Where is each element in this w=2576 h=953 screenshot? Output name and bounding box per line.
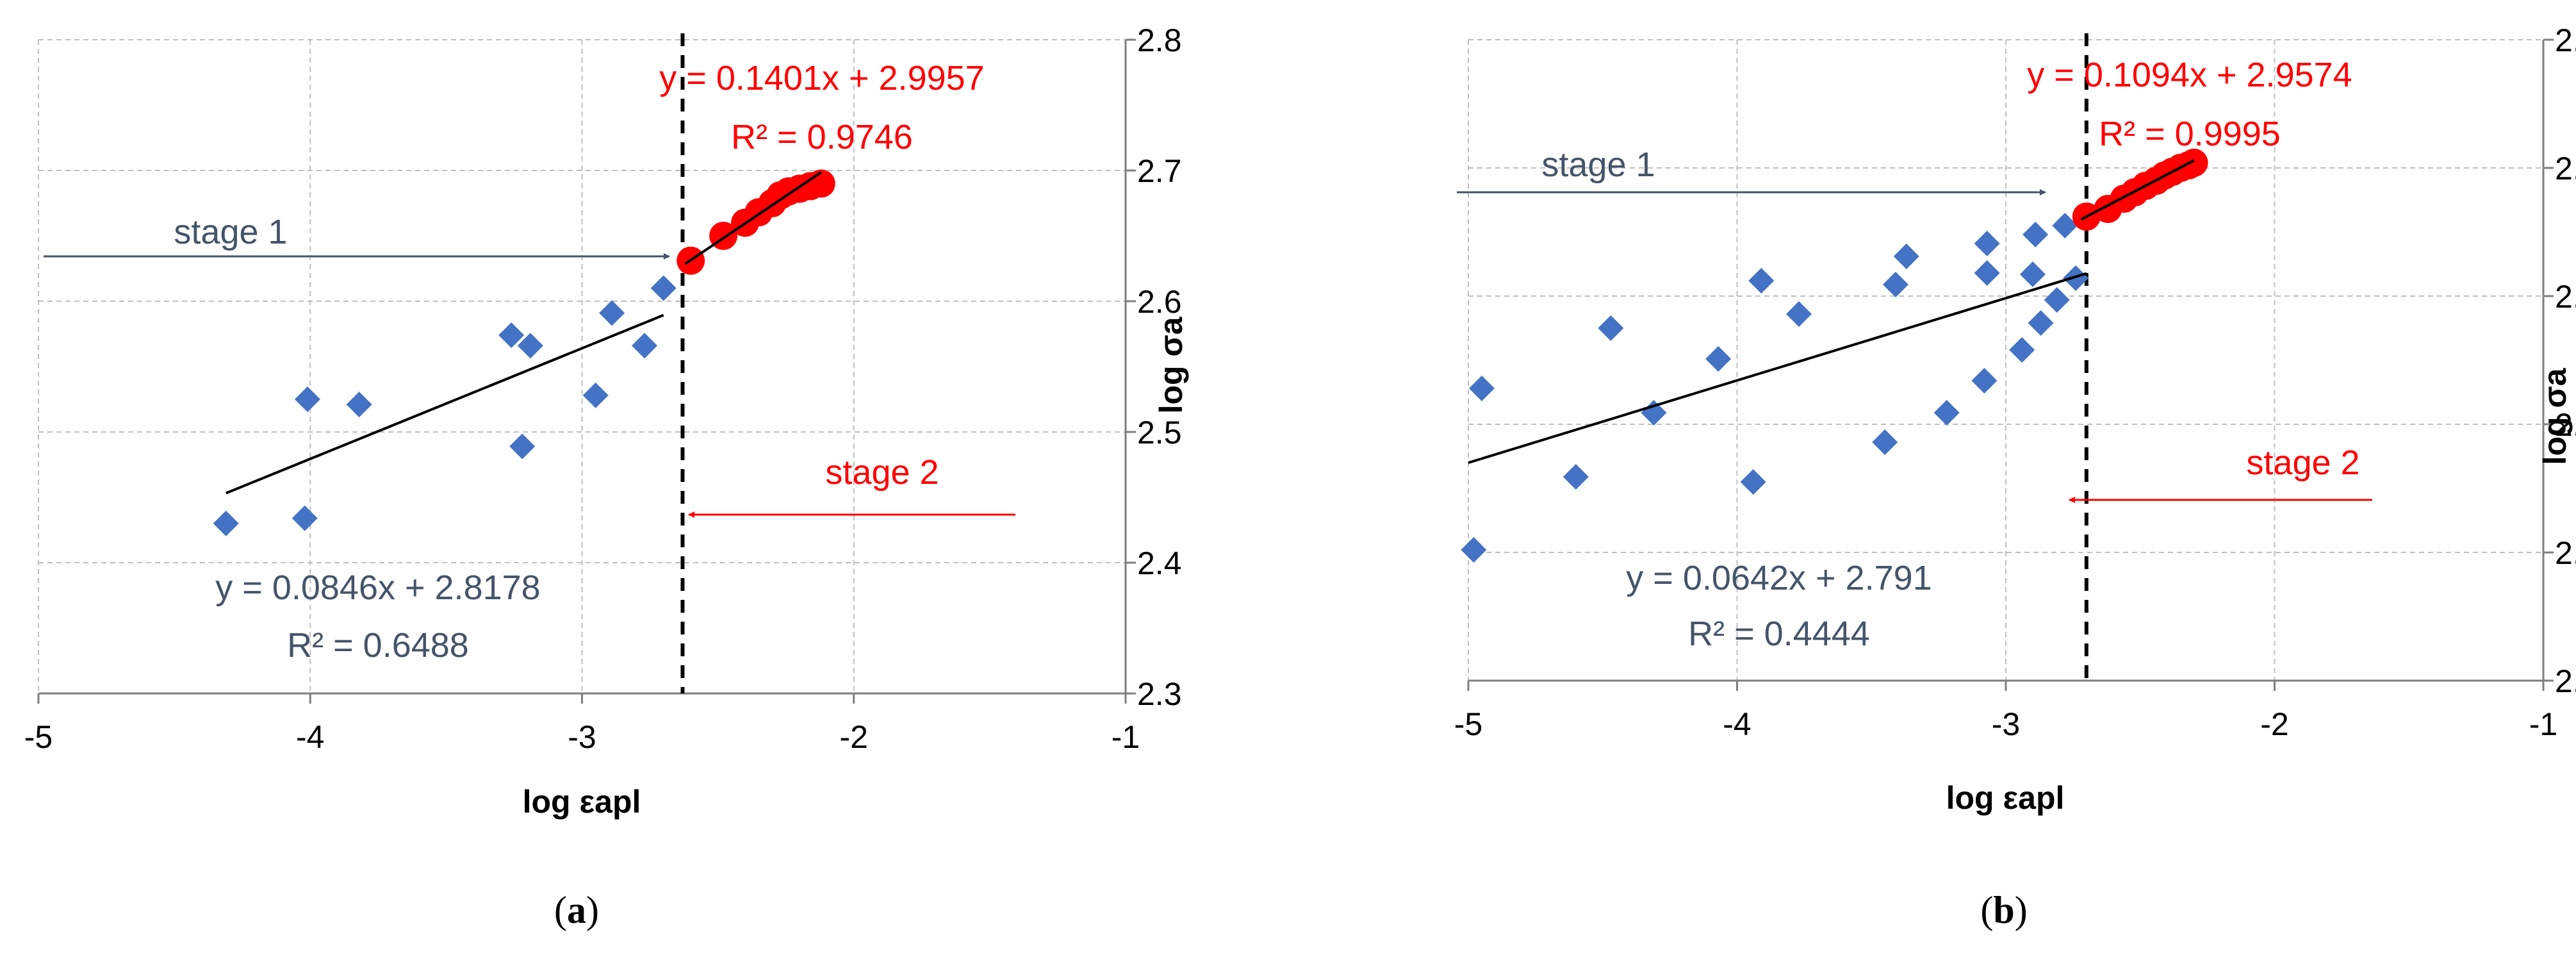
trendline <box>1468 272 2087 464</box>
data-point-diamond <box>1468 376 1495 401</box>
y-tick-label: 2.5 <box>2555 407 2576 443</box>
trendline <box>2080 159 2195 221</box>
stage1-label: stage 1 <box>174 213 287 251</box>
data-point-diamond <box>1974 260 2000 286</box>
data-point-diamond <box>650 275 677 301</box>
y-tick-label: 2.4 <box>1137 545 1182 581</box>
x-tick-label: -5 <box>24 719 53 755</box>
trendline-equation-stage1: y = 0.0642x + 2.791 <box>1626 559 1932 597</box>
data-point-diamond <box>295 386 321 412</box>
y-tick-label: 2.8 <box>1137 22 1182 58</box>
data-point-diamond <box>346 392 372 418</box>
data-point-diamond <box>599 300 625 326</box>
data-point-diamond <box>2009 337 2035 363</box>
data-point-diamond <box>1883 272 1909 297</box>
data-point-diamond <box>509 433 536 460</box>
series-stage2 <box>677 169 835 275</box>
data-point-diamond <box>2044 287 2070 313</box>
x-tick-label: -4 <box>1723 706 1751 742</box>
y-tick-label: 2.3 <box>1137 676 1182 712</box>
panel-caption-close: ) <box>2015 889 2028 931</box>
x-tick-label: -2 <box>2260 706 2288 742</box>
y-tick-label: 2.7 <box>1137 153 1182 189</box>
stage1-label: stage 1 <box>1541 145 1655 184</box>
x-tick-label: -3 <box>1992 706 2020 742</box>
y-axis-title: log σa <box>1153 316 1189 413</box>
panel-caption-open: ( <box>1980 889 1993 931</box>
x-axis-title: log εapl <box>523 784 641 820</box>
panel-a: -5 -4 -3 -2 -1 2.3 2.4 2.5 2.6 2.7 2.8 log εapl log … <box>24 22 1189 931</box>
x-tick-label: -3 <box>568 719 596 755</box>
data-point-diamond <box>1785 301 1812 327</box>
data-point-diamond <box>1740 469 1766 495</box>
grid <box>38 39 1126 693</box>
data-point-diamond <box>2019 261 2046 287</box>
x-tick-label: -1 <box>2529 706 2557 742</box>
trendline-r2-stage1: R² = 0.4444 <box>1688 615 1870 653</box>
panel-caption: (b) <box>1980 889 2027 931</box>
stage2-label: stage 2 <box>2246 443 2359 482</box>
data-point-diamond <box>1748 268 1775 294</box>
y-tick-label: 2.8 <box>2555 22 2576 58</box>
y-tick-label: 2.7 <box>2555 151 2576 186</box>
data-point-diamond <box>213 510 239 536</box>
trendline-equation-stage1: y = 0.0846x + 2.8178 <box>215 568 540 607</box>
data-point-diamond <box>1598 315 1624 341</box>
x-tick-label: -2 <box>840 719 868 755</box>
data-point-diamond <box>1933 400 1960 426</box>
data-point-diamond <box>2052 213 2078 238</box>
data-point-diamond <box>2028 310 2054 336</box>
trendline-equation-stage2: y = 0.1401x + 2.9957 <box>659 59 984 97</box>
series-stage2 <box>2072 149 2208 231</box>
series-stage1 <box>1461 213 2089 563</box>
y-tick-label: 2.5 <box>1137 415 1182 451</box>
trendline <box>225 313 664 495</box>
trendline <box>684 171 822 265</box>
data-point-diamond <box>1872 429 1898 455</box>
series-stage1 <box>213 275 677 536</box>
y-axis-title: log σa <box>2537 367 2573 465</box>
panel-b: -5 -4 -3 -2 -1 2.3 2.4 2.5 2.6 2.7 2.8 log εapl log … <box>1454 22 2576 931</box>
x-tick-label: -5 <box>1454 706 1482 742</box>
y-tick-label: 2.4 <box>2555 535 2576 571</box>
data-point-diamond <box>1461 537 1487 563</box>
trendline-equation-stage2: y = 0.1094x + 2.9574 <box>2027 56 2352 94</box>
data-point-diamond <box>1974 231 2000 256</box>
stage2-label: stage 2 <box>825 453 939 492</box>
panel-caption-letter: b <box>1993 889 2014 931</box>
trendline-r2-stage1: R² = 0.6488 <box>287 626 469 665</box>
y-tick-label: 2.3 <box>2555 663 2576 699</box>
data-point-diamond <box>498 322 525 349</box>
panel-caption: (a) <box>554 889 599 931</box>
trendline-r2-stage2: R² = 0.9746 <box>731 118 913 156</box>
y-tick-label: 2.6 <box>1137 284 1182 320</box>
data-point-diamond <box>1705 346 1732 372</box>
data-point-diamond <box>291 505 318 531</box>
panel-caption-letter: a <box>567 889 586 931</box>
data-point-diamond <box>2022 222 2049 247</box>
data-point-diamond <box>582 382 609 408</box>
data-point-diamond <box>1641 400 1667 426</box>
data-point-diamond <box>1893 244 1919 269</box>
x-tick-label: -1 <box>1112 719 1140 755</box>
data-point-diamond <box>632 333 658 359</box>
data-point-circle <box>2179 149 2208 177</box>
data-point-diamond <box>1563 464 1589 490</box>
panel-caption-open: ( <box>554 889 567 931</box>
grid <box>1468 39 2543 681</box>
data-point-diamond <box>2063 265 2089 291</box>
x-tick-label: -4 <box>296 719 324 755</box>
y-tick-label: 2.6 <box>2555 279 2576 315</box>
trendline-r2-stage2: R² = 0.9995 <box>2099 115 2281 153</box>
data-point-diamond <box>517 333 543 359</box>
x-axis-title: log εapl <box>1946 780 2065 816</box>
data-point-diamond <box>1971 368 1998 394</box>
panel-caption-close: ) <box>586 889 599 931</box>
